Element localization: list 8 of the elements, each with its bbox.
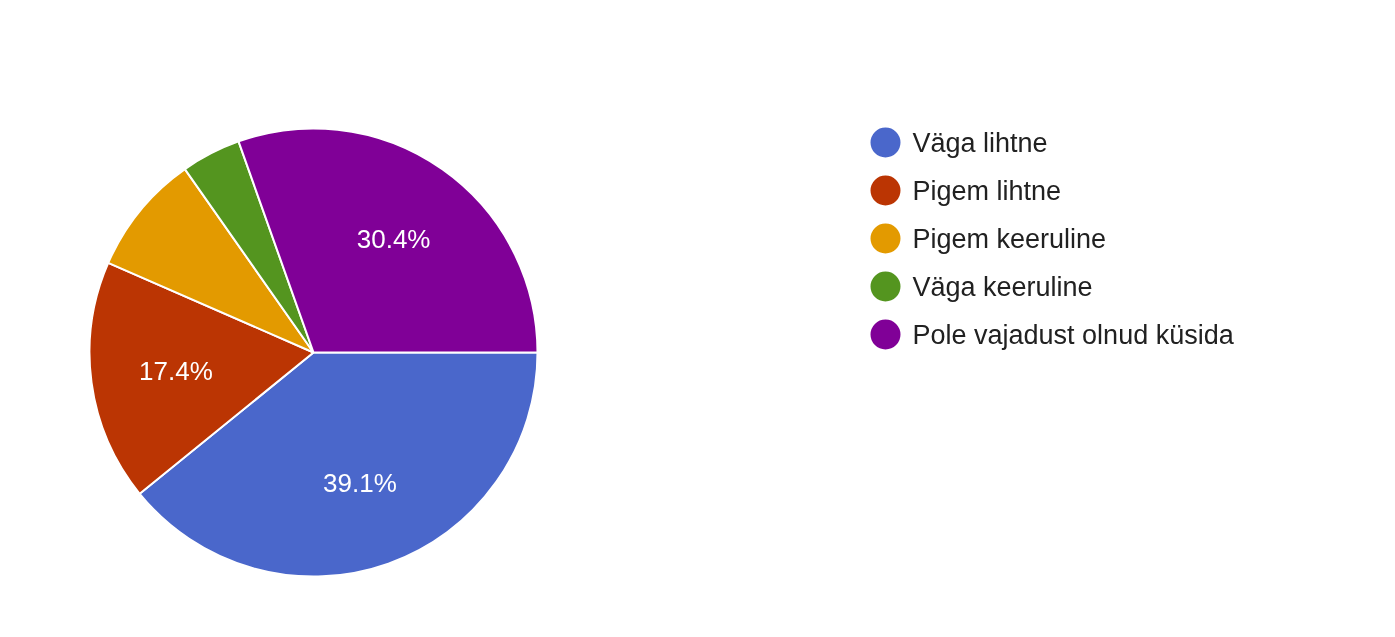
legend-label: Väga keeruline [912, 271, 1093, 302]
legend-label: Väga lihtne [912, 127, 1048, 158]
legend-label: Pigem lihtne [912, 175, 1062, 206]
data-label: 39.1% [323, 468, 397, 499]
data-label: 17.4% [139, 356, 213, 387]
legend-label: Pigem keeruline [912, 223, 1107, 254]
legend-label: Pole vajadust olnud küsida [912, 319, 1235, 350]
data-label: 30.4% [356, 224, 431, 255]
